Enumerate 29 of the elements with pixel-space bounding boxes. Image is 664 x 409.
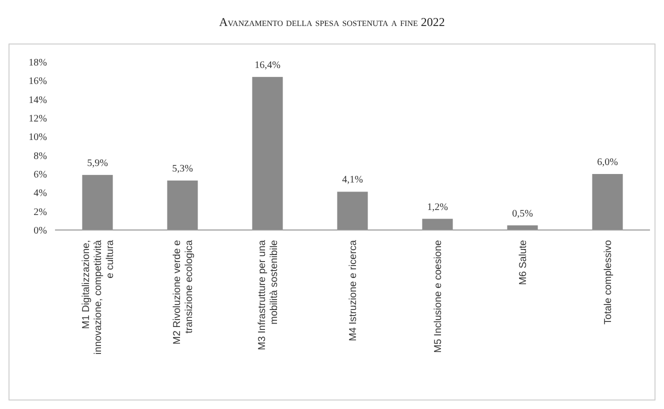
y-tick-label: 4% [34,188,47,200]
data-label: 1,2% [427,202,448,213]
bar [167,180,198,230]
bar [252,76,283,230]
y-tick-label: 6% [34,170,47,180]
data-label: 16,4% [254,60,280,71]
y-tick-label: 14% [28,94,47,106]
data-label: 5,9% [87,158,108,169]
bar [337,192,368,230]
y-tick-label: 8% [34,150,47,162]
data-label: 5,3% [172,164,193,175]
y-tick-label: 16% [28,76,47,88]
bar [82,174,113,230]
y-tick-label: 10% [28,132,47,144]
data-label: 6,0% [597,157,618,168]
x-tick-label: M4 Istruzione e ricerca [348,240,359,342]
data-label: 0,5% [512,208,533,220]
bar [592,174,623,230]
y-tick-label: 2% [34,206,47,218]
x-tick-label: M6 Salute [518,240,529,286]
data-label: 4,1% [342,174,363,186]
x-tick-label: Totale complessivo [603,240,614,324]
x-tick-label: M5 Inclusione e coesione [433,240,444,353]
bar [422,218,453,230]
y-tick-label: 0% [34,226,47,236]
chart-title: Avanzamento della spesa sostenuta a fine 2022 [219,15,445,29]
y-tick-label: 12% [28,114,47,124]
x-tick-label: M1 Digitalizzazione, innovazione, competitività e cultura [81,240,116,355]
y-tick-label: 18% [28,58,47,68]
